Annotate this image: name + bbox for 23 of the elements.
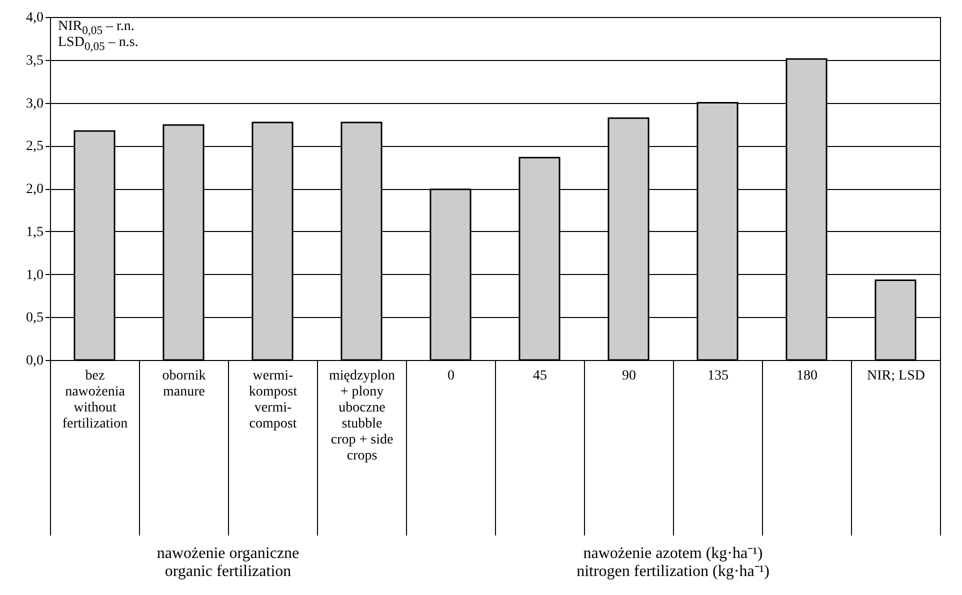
y-tick-label: 3,5 <box>26 53 44 68</box>
x-tick-label: 135 <box>708 368 728 384</box>
y-tick-label: 3,0 <box>26 96 44 112</box>
y-tick-label: 0,0 <box>26 354 44 368</box>
annotation: LSD$_{0,05}$ – n.s. <box>58 35 138 54</box>
x-tick-label: 0 <box>448 368 454 384</box>
y-tick-label: 4,0 <box>26 10 44 26</box>
x-tick-label: 90 <box>622 368 636 384</box>
y-tick-label: 0,5 <box>26 310 44 326</box>
x-tick-label: NIR; LSD <box>867 368 925 384</box>
x-tick-label: międzyplon + plony uboczne stubble crop + side crops <box>328 368 396 464</box>
text: nawożenie organiczne organic fertilization <box>156 545 300 582</box>
x-tick-label: wermi- kompost vermi- compost <box>248 368 298 432</box>
y-tick-label: 1,0 <box>26 268 44 283</box>
annotation: NIR$_{0,05}$ – r.n. <box>58 19 134 37</box>
text: nawożenie azotem (kg·ha⁻¹) nitrogen fertilization (kg·ha⁻¹) <box>576 545 770 582</box>
y-tick-label: 2,0 <box>26 182 44 197</box>
x-tick-label: 180 <box>796 368 818 384</box>
y-tick-label: 2,5 <box>26 139 44 154</box>
x-tick-label: bez nawożenia without fertilization <box>62 368 128 432</box>
x-tick-label: obornik manure <box>162 368 206 400</box>
y-tick-label: 1,5 <box>26 224 44 240</box>
x-tick-label: 45 <box>533 368 547 384</box>
